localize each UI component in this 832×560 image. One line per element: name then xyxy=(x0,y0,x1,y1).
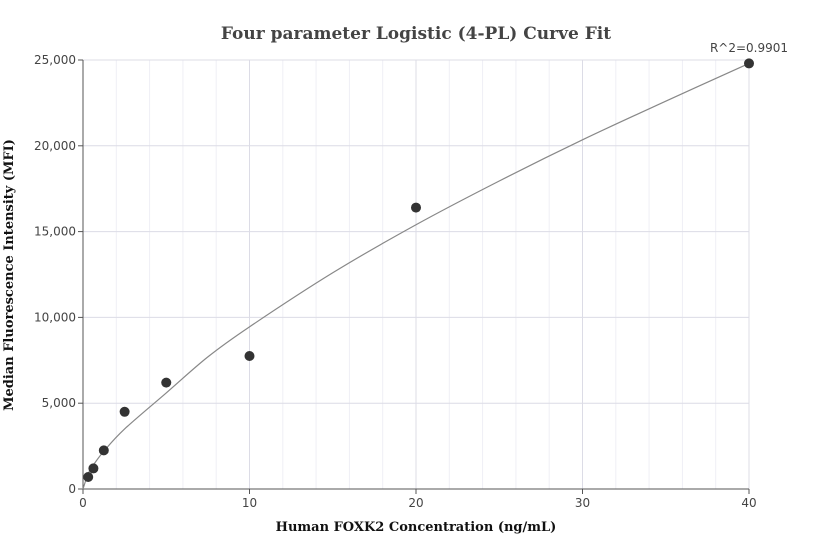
tick-labels: 0 5,000 10,000 15,000 20,000 25,000 0 10 20 30 40 xyxy=(34,53,757,510)
x-tick-label: 0 xyxy=(79,496,87,510)
r-squared-annotation: R^2=0.9901 xyxy=(710,41,788,55)
axes xyxy=(78,59,750,494)
x-tick-label: 30 xyxy=(575,496,590,510)
data-point xyxy=(411,202,421,213)
chart-title: Four parameter Logistic (4-PL) Curve Fit xyxy=(221,24,611,44)
y-tick-label: 25,000 xyxy=(34,53,76,67)
data-point xyxy=(119,406,130,417)
x-tick-label: 40 xyxy=(741,496,756,510)
data-point xyxy=(244,351,255,362)
data-point xyxy=(98,445,109,456)
grid xyxy=(82,59,750,489)
y-tick-label: 10,000 xyxy=(34,310,76,324)
y-tick-label: 20,000 xyxy=(34,139,76,153)
y-tick-label: 5,000 xyxy=(42,396,76,410)
x-axis-label: Human FOXK2 Concentration (ng/mL) xyxy=(276,520,557,535)
y-axis-label: Median Fluorescence Intensity (MFI) xyxy=(2,139,17,411)
y-tick-label: 15,000 xyxy=(34,225,76,239)
data-point xyxy=(161,377,172,388)
x-tick-label: 10 xyxy=(242,496,257,510)
y-tick-label: 0 xyxy=(68,482,76,496)
data-points xyxy=(83,58,754,482)
fit-curve xyxy=(82,62,750,490)
data-point xyxy=(88,463,99,474)
fit-curve-layer xyxy=(82,62,750,490)
data-point xyxy=(83,471,94,482)
x-tick-label: 20 xyxy=(408,496,423,510)
data-point xyxy=(744,58,754,69)
